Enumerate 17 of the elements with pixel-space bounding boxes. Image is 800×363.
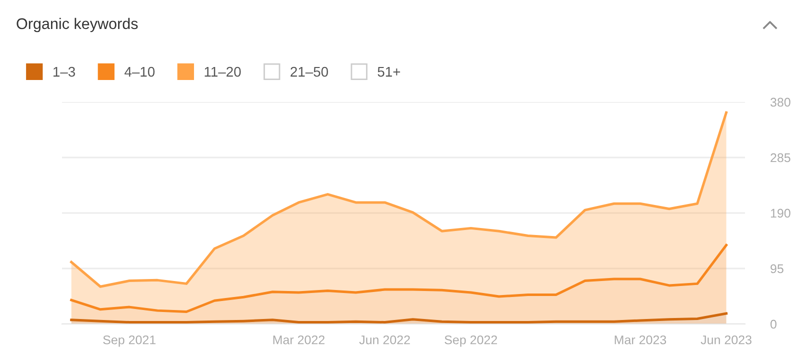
x-tick-label: Mar 2022 xyxy=(273,335,324,344)
y-tick-label: 190 xyxy=(770,208,790,218)
x-tick-label: Jun 2022 xyxy=(359,335,410,344)
y-tick-label: 380 xyxy=(770,98,790,107)
x-tick-label: Sep 2022 xyxy=(444,335,497,347)
legend-label: 21–50 xyxy=(290,66,328,77)
x-tick-label: Mar 2023 xyxy=(614,335,666,344)
chart-title: Organic keywords xyxy=(16,18,138,32)
legend-label: 4–10 xyxy=(124,66,155,77)
y-tick-label: 95 xyxy=(770,264,784,274)
legend-label: 1–3 xyxy=(54,66,76,77)
legend-label: 51+ xyxy=(378,67,400,77)
y-tick-label: 0 xyxy=(770,320,776,329)
legend-label: 11–20 xyxy=(204,66,241,77)
x-tick-label: Sep 2021 xyxy=(103,335,156,347)
x-tick-label: Jun 2023 xyxy=(700,335,752,344)
y-tick-label: 285 xyxy=(770,153,790,162)
